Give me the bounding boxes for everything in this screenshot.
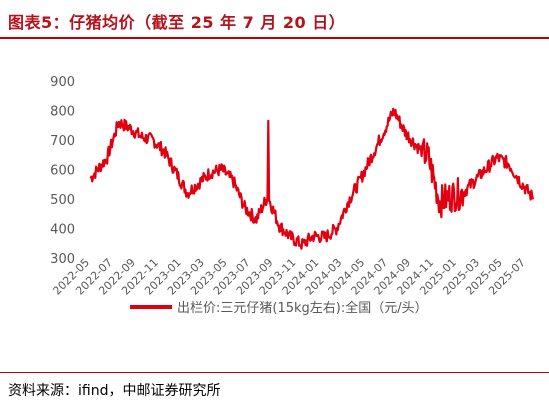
y-tick-label: 400 xyxy=(50,223,75,238)
series-line xyxy=(89,107,535,250)
title-bar: 图表5：仔猪均价（截至 25 年 7 月 20 日） xyxy=(0,0,549,39)
legend-label: 出栏价:三元仔猪(15kg左右):全国（元/头） xyxy=(177,300,428,316)
y-tick-label: 300 xyxy=(50,252,75,267)
y-tick-label: 500 xyxy=(50,193,75,208)
y-tick-label: 800 xyxy=(50,105,75,120)
y-tick-label: 700 xyxy=(50,134,75,149)
chart-title: 图表5：仔猪均价（截至 25 年 7 月 20 日） xyxy=(8,13,346,32)
y-tick-label: 600 xyxy=(50,164,75,179)
title-divider xyxy=(0,37,549,39)
source-divider xyxy=(0,372,549,373)
source-note: 资料来源：ifind，中邮证券研究所 xyxy=(8,383,221,399)
line-chart: 3004005006007008009002022-052022-072022-… xyxy=(50,75,535,316)
y-tick-label: 900 xyxy=(50,75,75,90)
